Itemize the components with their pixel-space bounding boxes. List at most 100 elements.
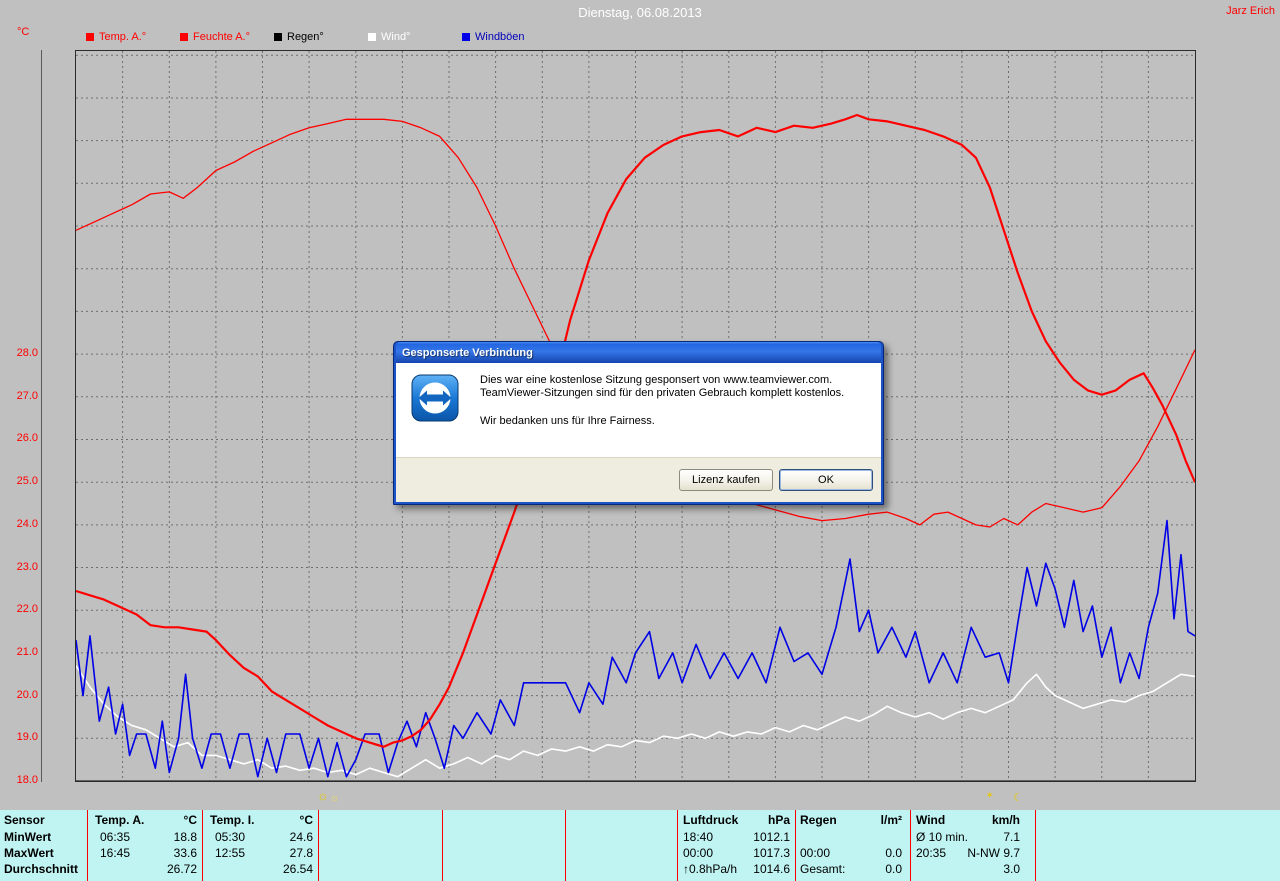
lizenz-kaufen-button[interactable]: Lizenz kaufen bbox=[679, 469, 773, 491]
regen-swatch-icon bbox=[274, 33, 282, 41]
temp-series bbox=[76, 113, 1195, 748]
row-label-minwert: MinWert bbox=[4, 830, 52, 844]
header-temp-i: Temp. I. bbox=[210, 813, 255, 827]
durchschnitt-luftdruck-time: ↑0.8hPa/h bbox=[683, 862, 738, 876]
table-divider bbox=[318, 810, 319, 881]
window-title: Dienstag, 06.08.2013 bbox=[578, 5, 702, 20]
y-axis-unit-label: °C bbox=[17, 26, 30, 38]
dialog-buttonbar: Lizenz kaufen OK bbox=[396, 457, 881, 502]
legend-item-regen: Regen° bbox=[274, 31, 368, 43]
table-divider bbox=[87, 810, 88, 881]
header-luftdruck: Luftdruck bbox=[683, 813, 739, 827]
y-axis-tick: 23.0 bbox=[16, 561, 38, 573]
durchschnitt-temp-i-value: 26.54 bbox=[282, 862, 313, 876]
sun-icon: ☼ bbox=[317, 788, 329, 803]
y-axis-line bbox=[41, 50, 42, 782]
y-axis-tick: 18.0 bbox=[16, 774, 38, 786]
wind-swatch-icon bbox=[368, 33, 376, 41]
header-temp-i-unit: °C bbox=[299, 813, 313, 827]
header-temp-a: Temp. A. bbox=[95, 813, 145, 827]
durchschnitt-luftdruck-value: 1014.6 bbox=[753, 862, 790, 876]
feuchte-a-swatch-icon bbox=[180, 33, 188, 41]
dialog-message-line: Wir bedanken uns für Ihre Fairness. bbox=[480, 415, 655, 427]
header-luftdruck-unit: hPa bbox=[767, 813, 790, 827]
dialog-message-line: TeamViewer-Sitzungen sind für den privat… bbox=[480, 387, 845, 399]
durchschnitt-regen-time: Gesamt: bbox=[800, 862, 846, 876]
chart-legend: Temp. A.° Feuchte A.° Regen° Wind° Windböen bbox=[86, 31, 556, 43]
minwert-wind-time: Ø 10 min. bbox=[916, 830, 969, 844]
maxwert-temp-i-value: 27.8 bbox=[289, 846, 313, 860]
dialog-message: Dies war eine kostenlose Sitzung gespons… bbox=[480, 374, 844, 428]
maxwert-luftdruck-time: 00:00 bbox=[683, 846, 714, 860]
star-icon: ✶ bbox=[986, 790, 994, 800]
dialog-titlebar[interactable]: Gesponserte Verbindung bbox=[396, 342, 881, 363]
legend-label: Wind° bbox=[381, 31, 411, 43]
maxwert-wind-time: 20:35 bbox=[916, 846, 947, 860]
minwert-wind-value: 7.1 bbox=[1003, 830, 1020, 844]
y-axis-tick: 20.0 bbox=[16, 689, 38, 701]
dialog-title: Gesponserte Verbindung bbox=[402, 346, 533, 359]
maxwert-wind-value: N-NW 9.7 bbox=[967, 846, 1020, 860]
y-axis-tick: 28.0 bbox=[16, 347, 38, 359]
legend-item-wind: Wind° bbox=[368, 31, 462, 43]
sun-icon: ☼ bbox=[330, 793, 340, 804]
table-divider bbox=[202, 810, 203, 881]
dialog-content: Dies war eine kostenlose Sitzung gespons… bbox=[396, 363, 881, 502]
maxwert-regen-time: 00:00 bbox=[800, 846, 831, 860]
teamviewer-dialog: Gesponserte Verbindung bbox=[393, 341, 884, 505]
legend-item-temp-a: Temp. A.° bbox=[86, 31, 180, 43]
maxwert-temp-a-value: 33.6 bbox=[173, 846, 197, 860]
minwert-temp-i-value: 24.6 bbox=[289, 830, 313, 844]
y-axis-tick: 19.0 bbox=[16, 731, 38, 743]
table-divider bbox=[910, 810, 911, 881]
y-axis-tick: 27.0 bbox=[16, 390, 38, 402]
moon-icon: ☾ bbox=[1013, 792, 1023, 804]
windboeen-series bbox=[76, 519, 1195, 778]
header-wind-unit: km/h bbox=[991, 813, 1020, 827]
durchschnitt-temp-a-value: 26.72 bbox=[166, 862, 197, 876]
header-regen-unit: l/m² bbox=[880, 813, 902, 827]
legend-label: Regen° bbox=[287, 31, 324, 43]
maxwert-regen-value: 0.0 bbox=[885, 846, 902, 860]
legend-label: Windböen bbox=[475, 31, 525, 43]
legend-item-windboeen: Windböen bbox=[462, 31, 556, 43]
table-divider bbox=[677, 810, 678, 881]
legend-label: Temp. A.° bbox=[99, 31, 147, 43]
summary-table: Sensor Temp. A. °C Temp. I. °C Luftdruck hPa Re… bbox=[0, 810, 1280, 881]
y-axis-tick: 26.0 bbox=[16, 432, 38, 444]
table-divider bbox=[442, 810, 443, 881]
maxwert-temp-i-time: 12:55 bbox=[215, 846, 246, 860]
legend-item-feuchte-a: Feuchte A.° bbox=[180, 31, 274, 43]
header-regen: Regen bbox=[800, 813, 837, 827]
legend-label: Feuchte A.° bbox=[193, 31, 250, 43]
header-temp-a-unit: °C bbox=[183, 813, 197, 827]
table-divider bbox=[1035, 810, 1036, 881]
teamviewer-icon bbox=[411, 374, 459, 422]
row-label-maxwert: MaxWert bbox=[4, 846, 54, 860]
table-divider bbox=[795, 810, 796, 881]
header-sensor: Sensor bbox=[4, 813, 45, 827]
durchschnitt-regen-value: 0.0 bbox=[885, 862, 902, 876]
row-label-durchschnitt: Durchschnitt bbox=[4, 862, 79, 876]
maxwert-temp-a-time: 16:45 bbox=[100, 846, 131, 860]
minwert-luftdruck-time: 18:40 bbox=[683, 830, 714, 844]
minwert-temp-i-time: 05:30 bbox=[215, 830, 246, 844]
minwert-temp-a-time: 06:35 bbox=[100, 830, 131, 844]
temp-a-swatch-icon bbox=[86, 33, 94, 41]
minwert-luftdruck-value: 1012.1 bbox=[753, 830, 790, 844]
y-axis-tick: 25.0 bbox=[16, 475, 38, 487]
header-wind: Wind bbox=[916, 813, 946, 827]
windboeen-swatch-icon bbox=[462, 33, 470, 41]
y-axis-tick: 21.0 bbox=[16, 646, 38, 658]
minwert-temp-a-value: 18.8 bbox=[173, 830, 197, 844]
y-axis-tick: 24.0 bbox=[16, 518, 38, 530]
wind-series bbox=[76, 665, 1195, 778]
table-divider bbox=[565, 810, 566, 881]
dialog-message-line: Dies war eine kostenlose Sitzung gespons… bbox=[480, 374, 833, 386]
durchschnitt-wind-value: 3.0 bbox=[1003, 862, 1020, 876]
y-axis-tick: 22.0 bbox=[16, 603, 38, 615]
user-name: Jarz Erich bbox=[1226, 5, 1275, 17]
maxwert-luftdruck-value: 1017.3 bbox=[753, 846, 790, 860]
ok-button[interactable]: OK bbox=[779, 469, 873, 491]
